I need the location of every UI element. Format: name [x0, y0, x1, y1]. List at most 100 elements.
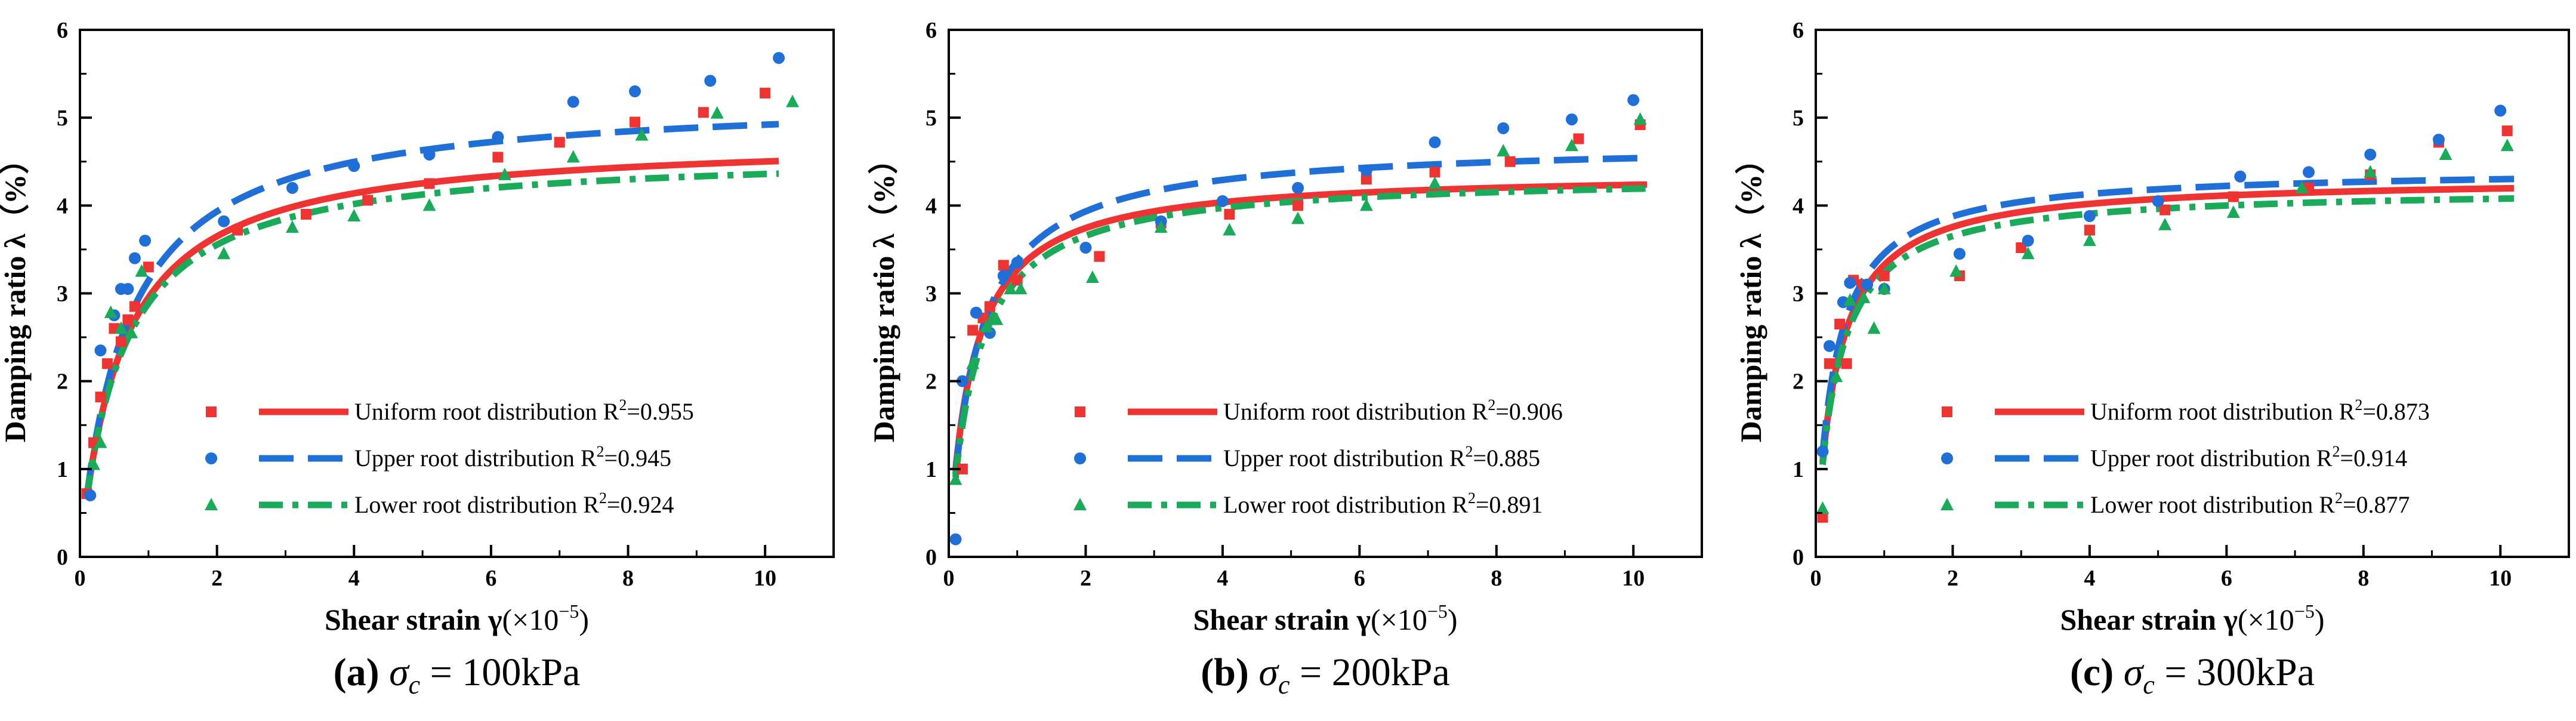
x-tick-label: 2 [211, 566, 223, 591]
y-tick-label: 6 [57, 18, 68, 43]
y-tick-label: 0 [1793, 545, 1804, 570]
data-point-square [630, 116, 641, 128]
panel-caption: (b) σc = 200kPa [1201, 651, 1450, 700]
data-point-square [2084, 224, 2095, 236]
caption-value: = 100kPa [420, 651, 580, 694]
legend-r2-symbol: R [2339, 398, 2355, 425]
y-tick-label: 3 [925, 282, 937, 307]
data-point-square [2016, 242, 2027, 253]
x-axis-label-exponent: −5 [1427, 600, 1448, 622]
data-point-circle [997, 270, 1010, 282]
data-point-square [232, 224, 243, 236]
data-point-square [2228, 191, 2239, 202]
data-point-circle [84, 489, 97, 501]
data-point-square [1841, 358, 1852, 369]
data-point-triangle [498, 167, 511, 180]
legend-series-name: Lower root distribution [1223, 491, 1452, 518]
data-point-triangle [1014, 282, 1028, 295]
data-point-triangle [635, 128, 649, 141]
x-axis-label: Shear strain γ(×10−5) [325, 600, 589, 636]
series-markers-1 [81, 87, 771, 500]
plot-frame [79, 29, 835, 558]
data-point-circle [2022, 235, 2034, 247]
data-point-circle [956, 375, 968, 387]
data-point-triangle [2021, 247, 2035, 260]
data-point-triangle [966, 356, 980, 369]
data-point-circle [773, 52, 785, 64]
legend-marker-circle [1941, 452, 1953, 464]
x-tick-label: 8 [1491, 566, 1502, 591]
fit-curve-2 [1819, 175, 2515, 456]
legend-series-name: Uniform root distribution [2090, 398, 2339, 425]
data-point-square [129, 301, 140, 312]
caption-sigma: σ [2124, 651, 2145, 694]
y-tick-label: 1 [925, 457, 937, 482]
legend-marker-circle [1074, 452, 1086, 464]
x-tick-label: 8 [622, 566, 634, 591]
series-markers-3 [949, 112, 1647, 485]
data-point-square [1834, 319, 1846, 330]
legend-entry-1: Uniform root distribution R2=0.906 [1075, 396, 1563, 425]
y-tick-label: 6 [925, 18, 937, 43]
y-tick-label: 2 [57, 369, 68, 395]
data-point-circle [1216, 195, 1229, 207]
data-point-triangle [1085, 270, 1099, 284]
legend-entry-1: Uniform root distribution R2=0.955 [206, 396, 694, 425]
series-markers-2 [949, 94, 1640, 546]
x-tick-label: 10 [1622, 566, 1645, 591]
data-point-circle [139, 235, 152, 247]
data-point-square [2159, 204, 2171, 215]
x-axis-label-exponent: −5 [559, 600, 579, 622]
data-point-triangle [2439, 147, 2452, 160]
legend-r2-value: =0.924 [607, 491, 674, 518]
data-point-circle [1011, 256, 1023, 269]
data-point-circle [348, 160, 360, 172]
caption-space [2114, 651, 2124, 694]
data-point-triangle [1359, 198, 1373, 211]
legend-series-name: Uniform root distribution [354, 398, 603, 425]
caption-letter: (a) [334, 651, 380, 694]
data-point-circle [1566, 113, 1578, 126]
data-point-triangle [1633, 112, 1647, 125]
caption-space [1249, 651, 1259, 694]
x-tick-label: 8 [2358, 566, 2369, 591]
legend-r2-exponent: 2 [2333, 443, 2340, 460]
x-tick-label: 10 [754, 566, 776, 591]
x-axis-label-main: Shear strain γ [325, 603, 502, 636]
data-point-triangle [1565, 138, 1579, 152]
legend-label: Lower root distribution R2=0.924 [354, 489, 674, 518]
y-axis-label: Damping ratio λ（%） [1734, 144, 1767, 443]
data-point-triangle [990, 312, 1004, 325]
legend-entry-2: Upper root distribution R2=0.914 [1941, 443, 2407, 472]
data-point-triangle [104, 305, 118, 318]
x-axis-label-exponent: −5 [2294, 600, 2315, 622]
y-tick-label: 1 [1793, 457, 1804, 482]
x-tick-label: 0 [75, 566, 86, 591]
legend-marker-triangle [205, 498, 218, 510]
panel-caption: (c) σc = 300kPa [2070, 651, 2315, 700]
legend-marker-square [1075, 406, 1085, 417]
legend-r2-symbol: R [581, 445, 597, 472]
data-point-triangle [980, 319, 994, 332]
series-markers-3 [87, 94, 800, 470]
data-point-circle [1953, 248, 1966, 260]
legend-entry-2: Upper root distribution R2=0.885 [1074, 443, 1540, 472]
data-point-triangle [2158, 217, 2172, 230]
plot-frame [1815, 29, 2570, 558]
legend-r2-symbol: R [2319, 491, 2335, 518]
data-point-square [95, 392, 106, 403]
caption-value: = 200kPa [1290, 651, 1450, 694]
legend-marker-square [206, 406, 217, 417]
y-tick-label: 4 [925, 193, 937, 218]
data-point-square [554, 137, 565, 148]
caption-sigma-subscript: c [1278, 670, 1290, 700]
fit-curve-3 [1819, 195, 2515, 466]
data-point-square [424, 178, 435, 189]
data-point-square [492, 152, 504, 163]
data-point-triangle [710, 106, 724, 119]
data-point-square [143, 261, 154, 273]
legend-r2-value: =0.955 [627, 398, 694, 425]
data-point-triangle [1428, 176, 1442, 189]
data-point-triangle [422, 198, 436, 211]
